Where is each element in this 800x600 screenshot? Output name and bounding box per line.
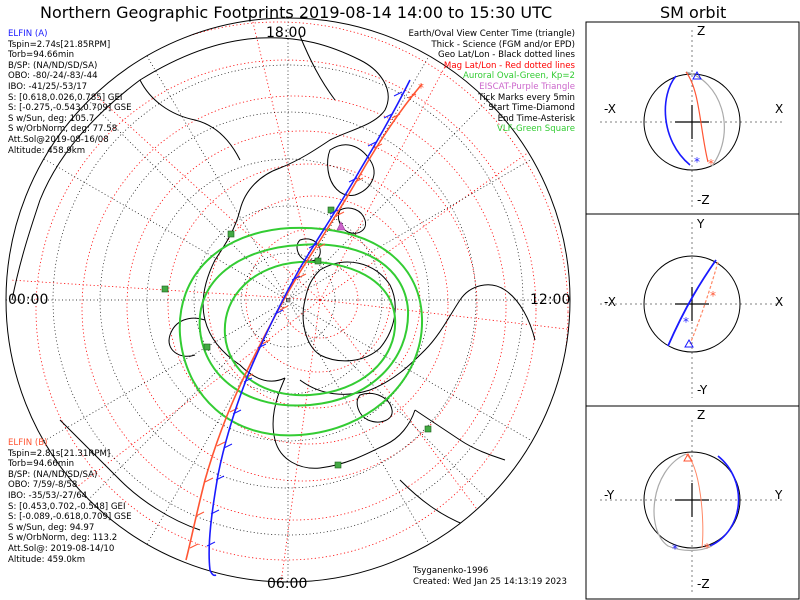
- hour-label-bottom: 06:00: [267, 576, 308, 592]
- legend-entry: Geo Lat/Lon - Black dotted lines: [437, 50, 575, 61]
- auroral-oval: [178, 226, 424, 437]
- eiscat-triangle: [336, 221, 346, 231]
- legend: Earth/Oval View Center Time (triangle) Th…: [408, 29, 575, 135]
- map-boundary: [5, 17, 571, 583]
- elfin-a-track: [208, 79, 411, 577]
- elfin-a-info-line: Altitude: 458.9km: [8, 145, 86, 156]
- svg-text:*: *: [672, 542, 678, 556]
- legend-entry: Earth/Oval View Center Time (triangle): [408, 29, 575, 39]
- orbit3-left-label: -Y: [604, 488, 615, 502]
- orbit-panel-yz: * *: [600, 420, 784, 592]
- elfin-a-info-line: Torb=94.66min: [8, 50, 75, 61]
- hour-label-top: 18:00: [266, 25, 307, 41]
- orbit2-left-label: -X: [604, 295, 616, 309]
- elfin-a-header: ELFIN (A): [8, 29, 48, 39]
- legend-entry: Tick Marks every 5min: [478, 92, 575, 103]
- legend-entry: EISCAT-Purple Triangle: [479, 81, 575, 92]
- legend-entry: Mag Lat/Lon - Red dotted lines: [443, 60, 575, 71]
- svg-text:*: *: [710, 289, 716, 303]
- elfin-b-info-line: Torb=94.66min: [8, 459, 75, 470]
- elfin-b-ticks: [189, 93, 417, 549]
- elfin-b-info-line: S w/OrbNorm, deg: 113.2: [8, 533, 118, 544]
- orbit1-bottom-label: -Z: [697, 193, 710, 207]
- legend-entry: Auroral Oval-Green, Kp=2: [462, 71, 575, 82]
- legend-entry: VLF-Green Square: [496, 124, 575, 135]
- legend-entry: Start Time-Diamond: [488, 103, 575, 114]
- svg-text:*: *: [704, 541, 710, 555]
- orbit3-top-label: Z: [697, 408, 706, 422]
- elfin-b-info-line: S: [-0.089,-0.618,0.709] GSE: [8, 512, 132, 523]
- orbit1-left-label: -X: [604, 102, 616, 116]
- elfin-b-info-line: IBO: -35/53/-27/64: [8, 490, 88, 501]
- orbit-title: SM orbit: [660, 3, 727, 22]
- elfin-b-info-line: OBO: 7/59/-8/58: [8, 480, 78, 491]
- elfin-b-header: ELFIN (B): [8, 438, 48, 448]
- orbit2-right-label: X: [775, 295, 784, 309]
- orbit2-top-label: Y: [697, 217, 705, 231]
- created-label: Created: Wed Jan 25 14:13:19 2023: [413, 577, 567, 587]
- elfin-b-info: ELFIN (B) Tspin=2.81s[21.31RPM] Torb=94.6…: [8, 438, 132, 565]
- elfin-a-info-line: S: [-0.275,-0.543,0.709] GSE: [8, 103, 132, 114]
- elfin-a-info-line: B/SP: (NA/ND/SD/SA): [8, 60, 98, 71]
- elfin-a-info-line: Att.Sol@2019-08-16/08: [8, 134, 109, 145]
- orbit-panel-xz: * *: [600, 30, 784, 208]
- svg-text:*: *: [708, 157, 714, 171]
- elfin-a-info-line: S w/Sun, deg: 105.7: [8, 113, 95, 124]
- svg-text:*: *: [683, 315, 689, 329]
- elfin-b-info-line: Altitude: 459.0km: [8, 554, 86, 565]
- legend-entry: Thick - Science (FGM and/or EPD): [431, 39, 575, 50]
- orbit3-bottom-label: -Z: [697, 577, 710, 591]
- orbit-panel-yz-frame: [585, 405, 800, 600]
- elfin-b-info-line: S w/Sun, deg: 94.97: [8, 522, 95, 533]
- legend-entry: End Time-Asterisk: [497, 113, 575, 124]
- elfin-a-info-line: OBO: -80/-24/-83/-44: [8, 71, 98, 82]
- orbit1-right-label: X: [775, 102, 784, 116]
- elfin-b-info-line: B/SP: (NA/ND/SD/SA): [8, 469, 98, 480]
- elfin-b-info-line: Tspin=2.81s[21.31RPM]: [8, 448, 111, 459]
- elfin-b-info-line: Att.Sol@: 2019-08-14/10: [8, 543, 115, 554]
- orbit-panel-xy: * *: [600, 222, 784, 398]
- map-title: Northern Geographic Footprints 2019-08-1…: [40, 3, 553, 22]
- elfin-a-info-line: S: [0.618,0.026,0.785] GEI: [8, 92, 123, 103]
- elfin-a-info-line: S w/OrbNorm, deg: 77.58: [8, 124, 118, 135]
- elfin-a-info: ELFIN (A) Tspin=2.74s[21.85RPM] Torb=94.6…: [8, 29, 132, 156]
- hour-label-right: 12:00: [530, 292, 571, 308]
- hour-label-left: 00:00: [8, 292, 49, 308]
- orbit1-top-label: Z: [697, 24, 706, 38]
- elfin-b-info-line: S: [0.453,0.702,-0.548] GEI: [8, 501, 126, 512]
- orbit3-right-label: Y: [775, 488, 783, 502]
- model-label: Tsyganenko-1996: [413, 566, 489, 576]
- elfin-b-end-marker: *: [418, 81, 424, 95]
- vlf-stations: [161, 206, 432, 469]
- elfin-a-ticks: [206, 91, 403, 547]
- svg-text:*: *: [694, 155, 700, 169]
- elfin-a-info-line: IBO: -41/25/-53/17: [8, 81, 88, 92]
- orbit2-bottom-label: -Y: [697, 383, 708, 397]
- elfin-a-info-line: Tspin=2.74s[21.85RPM]: [8, 39, 111, 50]
